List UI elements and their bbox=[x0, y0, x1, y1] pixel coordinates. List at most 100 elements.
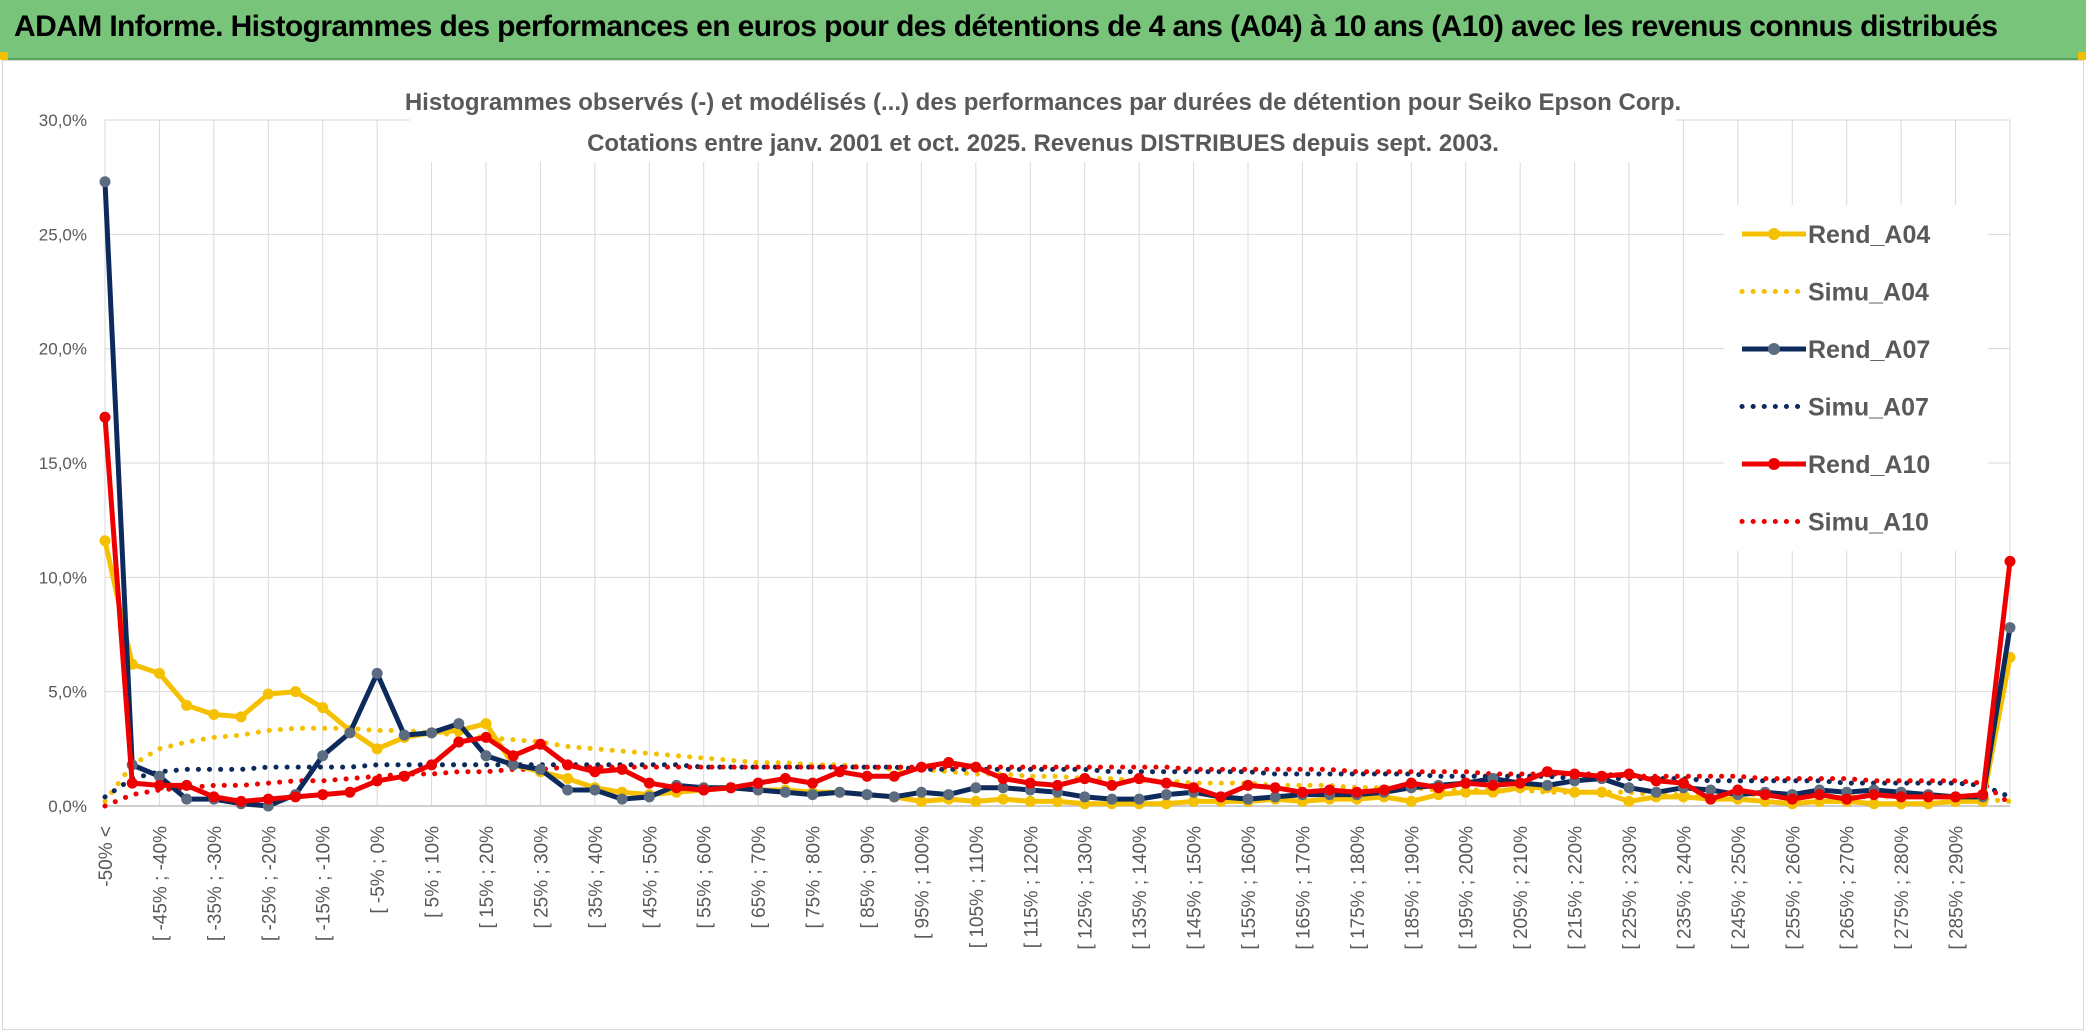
data-point-rend-a10 bbox=[480, 731, 492, 743]
x-tick-label: [ 25% ; 30% bbox=[531, 826, 552, 929]
data-point-rend-a10 bbox=[1569, 768, 1581, 780]
data-point-rend-a04 bbox=[1024, 795, 1036, 807]
data-point-rend-a04 bbox=[1405, 795, 1417, 807]
data-point-rend-a04 bbox=[262, 688, 274, 700]
legend-marker-rend-a07 bbox=[1768, 343, 1780, 355]
data-point-rend-a07 bbox=[317, 750, 329, 762]
x-tick-label: [ 285% ; 290% bbox=[1947, 826, 1968, 950]
data-point-rend-a04 bbox=[371, 743, 383, 755]
data-point-rend-a07 bbox=[1650, 786, 1662, 798]
x-tick-label: [ 5% ; 10% bbox=[423, 826, 444, 918]
data-point-rend-a10 bbox=[1596, 770, 1608, 782]
data-point-rend-a10 bbox=[1405, 777, 1417, 789]
x-tick-label: [ 225% ; 230% bbox=[1620, 826, 1641, 950]
data-point-rend-a07 bbox=[534, 763, 546, 775]
legend: Rend_A04 Simu_A04 Rend_A07 Simu_A07 Rend_A10… bbox=[1724, 205, 1988, 551]
data-point-rend-a07 bbox=[1242, 793, 1254, 805]
data-point-rend-a10 bbox=[1052, 779, 1063, 791]
x-tick-label: [ 135% ; 140% bbox=[1130, 826, 1151, 950]
data-point-rend-a10 bbox=[752, 777, 764, 789]
data-point-rend-a10 bbox=[2004, 555, 2016, 567]
data-point-rend-a10 bbox=[534, 738, 546, 750]
series-line-simu-a07 bbox=[102, 762, 2013, 800]
data-point-rend-a10 bbox=[99, 411, 111, 423]
x-tick-label: [ 105% ; 110% bbox=[967, 826, 988, 948]
data-point-rend-a10 bbox=[1623, 768, 1635, 780]
chart-frame bbox=[2, 60, 2084, 1030]
series-line-rend-a04 bbox=[102, 538, 2013, 807]
data-point-rend-a07 bbox=[398, 729, 410, 741]
x-tick-label: [ 35% ; 40% bbox=[586, 826, 607, 929]
data-point-rend-a10 bbox=[507, 750, 519, 762]
data-point-rend-a10 bbox=[317, 789, 329, 801]
data-point-rend-a10 bbox=[1324, 784, 1336, 796]
data-point-rend-a10 bbox=[1759, 789, 1771, 801]
data-point-rend-a07 bbox=[915, 786, 927, 798]
data-point-rend-a07 bbox=[1269, 791, 1281, 803]
x-tick-label: [ 125% ; 130% bbox=[1076, 826, 1097, 950]
data-point-rend-a10 bbox=[1841, 793, 1853, 805]
data-point-rend-a04 bbox=[997, 793, 1009, 805]
x-tick-label: [ 115% ; 120% bbox=[1021, 826, 1042, 948]
data-point-rend-a10 bbox=[153, 779, 165, 791]
x-tick-label: [ 155% ; 160% bbox=[1239, 826, 1260, 950]
x-tick-label: [ 55% ; 60% bbox=[695, 826, 716, 929]
data-point-rend-a07 bbox=[426, 727, 438, 739]
x-tick-label: [ 205% ; 210% bbox=[1511, 826, 1532, 950]
data-point-rend-a07 bbox=[1106, 793, 1118, 805]
data-point-rend-a10 bbox=[943, 757, 955, 769]
chart-title: Histogrammes observés (-) et modélisés (… bbox=[405, 80, 1681, 162]
data-point-rend-a04 bbox=[235, 711, 247, 723]
data-point-rend-a07 bbox=[643, 791, 655, 803]
data-point-rend-a10 bbox=[807, 777, 819, 789]
data-point-rend-a04 bbox=[290, 686, 301, 698]
data-point-rend-a04 bbox=[562, 773, 574, 785]
y-tick-label: 25,0% bbox=[39, 225, 87, 244]
data-point-rend-a10 bbox=[1541, 766, 1553, 778]
data-point-rend-a04 bbox=[153, 667, 165, 679]
x-tick-label: [ 145% ; 150% bbox=[1185, 826, 1206, 950]
data-point-rend-a10 bbox=[725, 782, 737, 794]
y-tick-label: 10,0% bbox=[39, 568, 87, 587]
data-point-rend-a10 bbox=[1133, 773, 1145, 785]
x-tick-label: [ -15% ; -10% bbox=[314, 826, 335, 941]
data-point-rend-a10 bbox=[344, 786, 356, 798]
data-point-rend-a07 bbox=[1079, 791, 1091, 803]
data-point-rend-a10 bbox=[1922, 791, 1934, 803]
x-tick-label: [ 45% ; 50% bbox=[640, 826, 661, 929]
corner-marker-left bbox=[0, 52, 8, 60]
data-point-rend-a04 bbox=[1160, 798, 1172, 810]
data-point-rend-a10 bbox=[262, 793, 274, 805]
legend-label-rend-a10: Rend_A10 bbox=[1808, 451, 1930, 479]
data-point-rend-a07 bbox=[997, 782, 1009, 794]
data-point-rend-a07 bbox=[1133, 793, 1145, 805]
data-point-rend-a07 bbox=[943, 789, 955, 801]
data-point-rend-a04 bbox=[208, 709, 220, 721]
data-point-rend-a07 bbox=[371, 667, 383, 679]
data-point-rend-a07 bbox=[507, 759, 519, 771]
x-tick-label: [ 245% ; 250% bbox=[1729, 826, 1750, 950]
data-point-rend-a07 bbox=[834, 786, 846, 798]
data-point-rend-a10 bbox=[181, 779, 193, 791]
data-point-rend-a04 bbox=[1188, 795, 1200, 807]
data-point-rend-a10 bbox=[1242, 779, 1254, 791]
y-tick-label: 20,0% bbox=[39, 340, 87, 359]
data-point-rend-a10 bbox=[1677, 777, 1689, 789]
x-tick-label: [ 75% ; 80% bbox=[804, 826, 825, 929]
y-tick-label: 15,0% bbox=[39, 454, 87, 473]
data-point-rend-a04 bbox=[1569, 786, 1581, 798]
chart-title-line-2: Cotations entre janv. 2001 et oct. 2025.… bbox=[587, 130, 1499, 157]
data-point-rend-a04 bbox=[317, 702, 329, 714]
data-point-rend-a10 bbox=[861, 770, 873, 782]
data-point-rend-a07 bbox=[344, 727, 356, 739]
x-tick-label: [ 235% ; 240% bbox=[1674, 826, 1695, 950]
chart-title-line-1: Histogrammes observés (-) et modélisés (… bbox=[405, 89, 1681, 116]
x-tick-label: [ -45% ; -40% bbox=[150, 826, 171, 941]
data-point-rend-a10 bbox=[1433, 782, 1444, 794]
data-point-rend-a04 bbox=[1623, 795, 1635, 807]
data-point-rend-a07 bbox=[153, 770, 165, 782]
data-point-rend-a07 bbox=[2004, 622, 2016, 634]
data-point-rend-a10 bbox=[671, 782, 682, 794]
data-point-rend-a10 bbox=[1024, 777, 1036, 789]
data-point-rend-a10 bbox=[1188, 782, 1200, 794]
